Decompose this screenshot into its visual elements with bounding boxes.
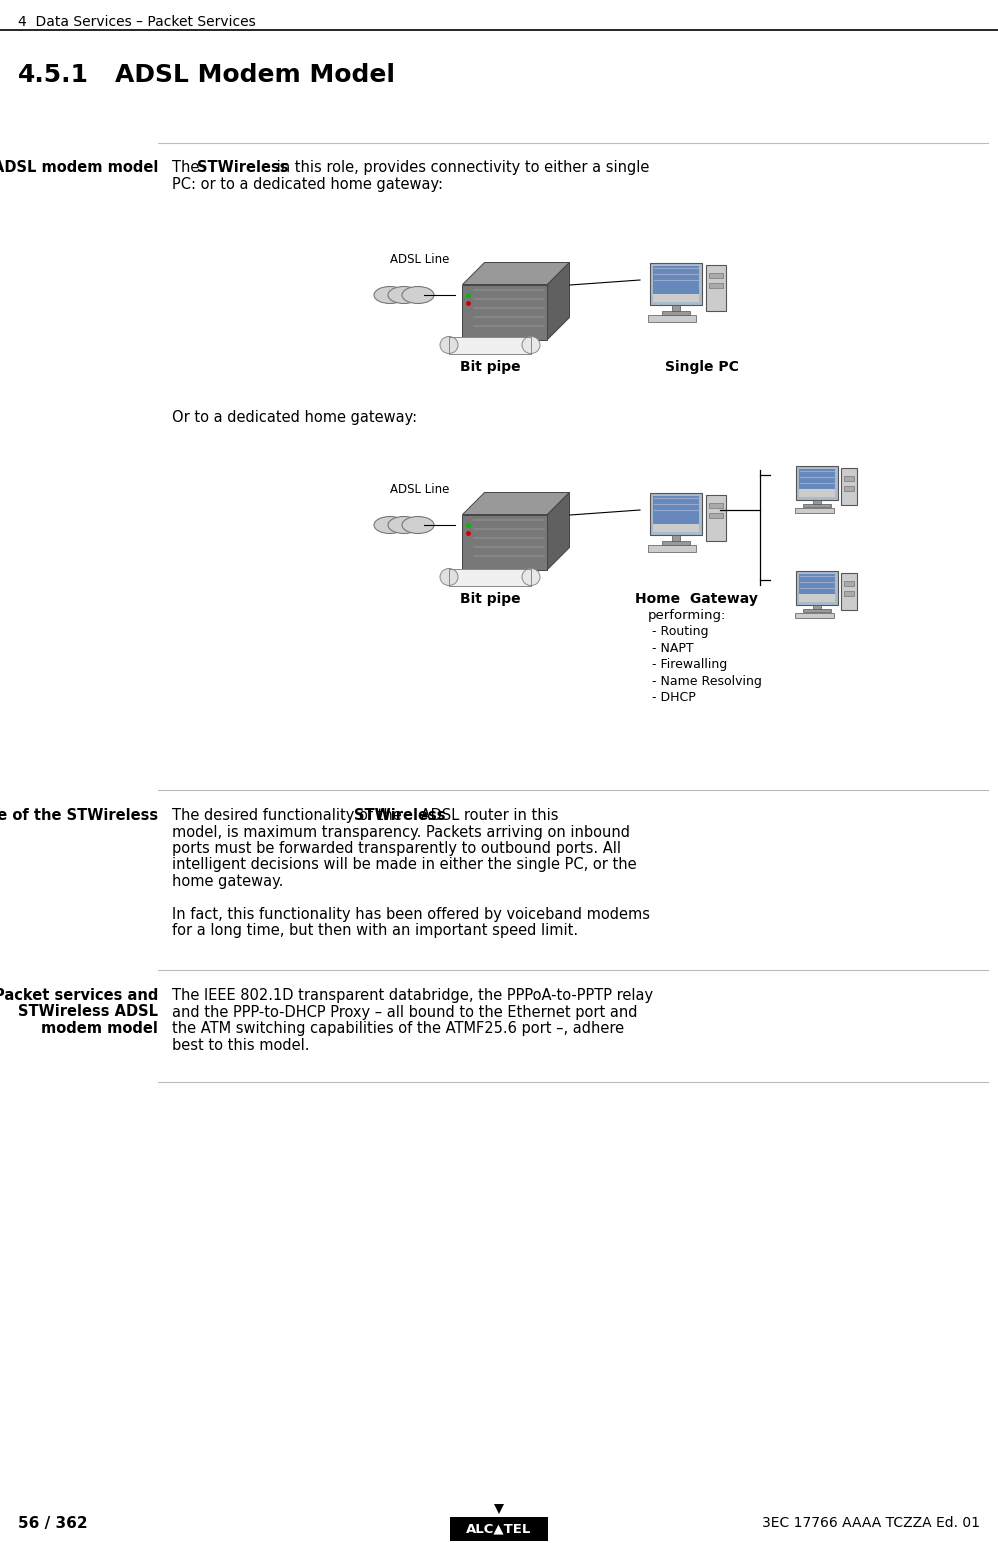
- Bar: [841, 468, 857, 505]
- Bar: [813, 500, 821, 505]
- Bar: [706, 265, 726, 312]
- Ellipse shape: [522, 336, 540, 353]
- Text: PC: or to a dedicated home gateway:: PC: or to a dedicated home gateway:: [172, 176, 443, 191]
- Bar: [709, 512, 723, 518]
- Bar: [706, 495, 726, 542]
- Bar: [709, 503, 723, 508]
- Text: - NAPT: - NAPT: [652, 642, 694, 654]
- Polygon shape: [462, 262, 570, 284]
- Text: The IEEE 802.1D transparent databridge, the PPPoA-to-PPTP relay: The IEEE 802.1D transparent databridge, …: [172, 988, 653, 1003]
- Bar: [653, 495, 699, 525]
- Text: Bit pipe: Bit pipe: [460, 360, 520, 373]
- Bar: [796, 466, 838, 500]
- Bar: [795, 508, 834, 512]
- Ellipse shape: [388, 517, 420, 534]
- Ellipse shape: [374, 287, 406, 304]
- Bar: [799, 594, 835, 602]
- Bar: [844, 475, 854, 481]
- Bar: [803, 609, 831, 613]
- Bar: [662, 542, 690, 545]
- Ellipse shape: [402, 287, 434, 304]
- Text: The desired functionality of the: The desired functionality of the: [172, 809, 406, 822]
- Bar: [799, 469, 835, 489]
- Ellipse shape: [374, 517, 406, 534]
- Text: 4  Data Services – Packet Services: 4 Data Services – Packet Services: [18, 15, 255, 29]
- Ellipse shape: [522, 568, 540, 585]
- Polygon shape: [462, 514, 548, 569]
- Text: 4.5.1: 4.5.1: [18, 63, 89, 86]
- Bar: [672, 535, 680, 542]
- Text: ADSL Modem Model: ADSL Modem Model: [115, 63, 395, 86]
- Bar: [450, 1517, 548, 1541]
- Text: ADSL Line: ADSL Line: [390, 483, 449, 495]
- Text: The: The: [172, 160, 204, 174]
- Text: - DHCP: - DHCP: [652, 691, 696, 704]
- Bar: [844, 591, 854, 596]
- Text: ADSL router in this: ADSL router in this: [416, 809, 559, 822]
- Bar: [653, 295, 699, 302]
- Text: - Routing: - Routing: [652, 625, 709, 637]
- Text: Packet services and: Packet services and: [0, 988, 158, 1003]
- Bar: [650, 262, 702, 306]
- Text: - Name Resolving: - Name Resolving: [652, 674, 761, 688]
- Text: modem model: modem model: [41, 1021, 158, 1035]
- Text: best to this model.: best to this model.: [172, 1037, 309, 1052]
- Text: and the PPP-to-DHCP Proxy – all bound to the Ethernet port and: and the PPP-to-DHCP Proxy – all bound to…: [172, 1004, 638, 1020]
- Text: for a long time, but then with an important speed limit.: for a long time, but then with an import…: [172, 924, 578, 938]
- Text: In fact, this functionality has been offered by voiceband modems: In fact, this functionality has been off…: [172, 907, 650, 923]
- Bar: [799, 489, 835, 497]
- Text: performing:: performing:: [648, 608, 727, 622]
- Bar: [662, 312, 690, 315]
- Bar: [650, 494, 702, 535]
- Bar: [844, 486, 854, 491]
- Bar: [709, 273, 723, 278]
- Bar: [449, 336, 531, 353]
- Bar: [796, 571, 838, 605]
- Bar: [813, 605, 821, 609]
- Text: Bit pipe: Bit pipe: [460, 593, 520, 606]
- Text: 56 / 362: 56 / 362: [18, 1517, 88, 1531]
- Bar: [844, 582, 854, 586]
- Bar: [653, 525, 699, 532]
- Text: intelligent decisions will be made in either the single PC, or the: intelligent decisions will be made in ei…: [172, 858, 637, 872]
- Text: ADSL Line: ADSL Line: [390, 253, 449, 265]
- Bar: [803, 505, 831, 508]
- Bar: [648, 545, 696, 552]
- Text: Role of the STWireless: Role of the STWireless: [0, 809, 158, 822]
- Text: ports must be forwarded transparently to outbound ports. All: ports must be forwarded transparently to…: [172, 841, 621, 856]
- Text: the ATM switching capabilities of the ATMF25.6 port –, adhere: the ATM switching capabilities of the AT…: [172, 1021, 624, 1035]
- Bar: [795, 613, 834, 619]
- Polygon shape: [548, 262, 570, 339]
- Text: 3EC 17766 AAAA TCZZA Ed. 01: 3EC 17766 AAAA TCZZA Ed. 01: [762, 1517, 980, 1531]
- Text: STWireless: STWireless: [354, 809, 445, 822]
- Bar: [799, 574, 835, 594]
- Text: Or to a dedicated home gateway:: Or to a dedicated home gateway:: [172, 410, 417, 424]
- Bar: [672, 306, 680, 312]
- Text: - Firewalling: - Firewalling: [652, 657, 728, 671]
- Polygon shape: [548, 492, 570, 569]
- Polygon shape: [462, 284, 548, 339]
- Bar: [653, 265, 699, 295]
- Bar: [648, 315, 696, 322]
- Ellipse shape: [402, 517, 434, 534]
- Ellipse shape: [440, 336, 458, 353]
- Bar: [449, 568, 531, 585]
- Text: Home  Gateway: Home Gateway: [635, 593, 757, 606]
- Text: model, is maximum transparency. Packets arriving on inbound: model, is maximum transparency. Packets …: [172, 824, 630, 839]
- Text: STWireless ADSL: STWireless ADSL: [18, 1004, 158, 1020]
- Bar: [709, 282, 723, 289]
- Polygon shape: [462, 492, 570, 514]
- Ellipse shape: [388, 287, 420, 304]
- Bar: [841, 572, 857, 609]
- Text: in this role, provides connectivity to either a single: in this role, provides connectivity to e…: [272, 160, 650, 174]
- Text: ALC▲TEL: ALC▲TEL: [466, 1523, 532, 1535]
- Text: STWireless: STWireless: [197, 160, 288, 174]
- Text: home gateway.: home gateway.: [172, 873, 283, 889]
- Text: Single PC: Single PC: [665, 360, 739, 373]
- Ellipse shape: [440, 568, 458, 585]
- Text: ADSL modem model: ADSL modem model: [0, 160, 158, 174]
